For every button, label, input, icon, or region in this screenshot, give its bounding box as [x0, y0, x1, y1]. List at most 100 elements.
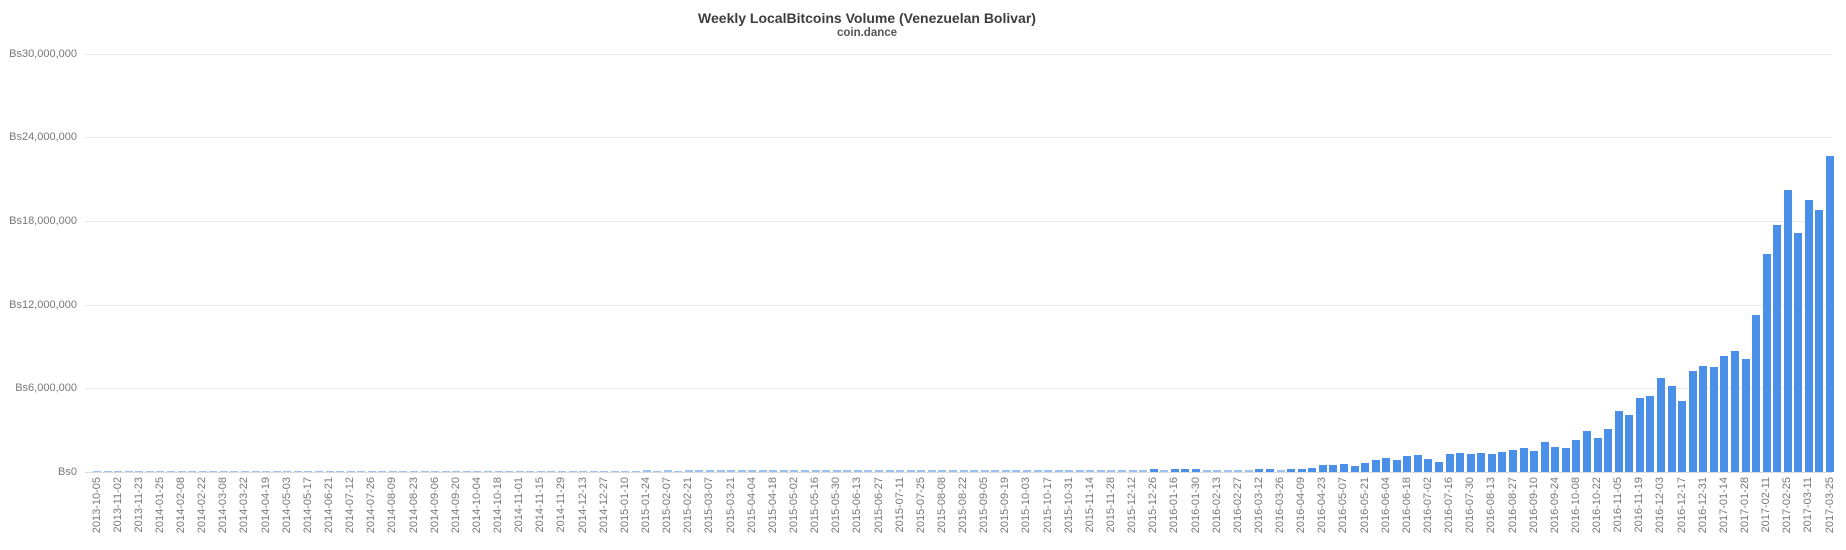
bar[interactable] [230, 471, 239, 472]
bar[interactable] [1213, 470, 1222, 472]
bar[interactable] [959, 470, 968, 472]
bar[interactable] [1561, 448, 1570, 472]
bar[interactable] [1614, 411, 1623, 472]
bar[interactable] [314, 471, 323, 472]
bar[interactable] [1498, 452, 1507, 472]
bar[interactable] [103, 471, 112, 472]
bar[interactable] [515, 471, 524, 472]
bar[interactable] [1139, 470, 1148, 472]
bar[interactable] [357, 471, 366, 472]
bar[interactable] [484, 471, 492, 472]
bar[interactable] [167, 471, 175, 472]
bar[interactable] [410, 471, 418, 472]
bar[interactable] [769, 470, 778, 472]
bar[interactable] [1329, 465, 1338, 472]
bar[interactable] [473, 471, 482, 472]
bar[interactable] [1297, 469, 1306, 472]
bar[interactable] [980, 470, 989, 472]
bar[interactable] [631, 471, 640, 472]
bar[interactable] [1413, 455, 1422, 472]
bar[interactable] [547, 471, 556, 472]
bar[interactable] [843, 470, 852, 472]
bar[interactable] [114, 471, 123, 472]
bar[interactable] [1276, 470, 1285, 472]
bar[interactable] [1382, 458, 1391, 472]
bar[interactable] [1223, 470, 1232, 472]
bar[interactable] [1699, 366, 1708, 472]
bar[interactable] [1086, 470, 1095, 472]
bar[interactable] [272, 471, 281, 472]
bar[interactable] [1530, 451, 1539, 472]
bar[interactable] [1160, 470, 1169, 472]
bar[interactable] [1170, 469, 1179, 472]
bar[interactable] [557, 471, 566, 472]
bar[interactable] [1466, 454, 1475, 472]
bar[interactable] [1709, 367, 1718, 472]
bar[interactable] [1593, 438, 1602, 472]
bar[interactable] [124, 471, 133, 472]
bar[interactable] [452, 471, 461, 472]
bar[interactable] [1815, 210, 1824, 472]
bar[interactable] [378, 471, 387, 472]
bar[interactable] [1487, 454, 1496, 472]
bar[interactable] [1022, 470, 1031, 472]
bar[interactable] [938, 470, 947, 472]
bar[interactable] [1540, 442, 1549, 472]
bar[interactable] [1181, 469, 1190, 472]
bar[interactable] [1096, 470, 1105, 472]
bar[interactable] [198, 471, 207, 472]
bar[interactable] [1118, 470, 1126, 472]
bar[interactable] [1128, 470, 1137, 472]
bar[interactable] [1001, 470, 1010, 472]
bar[interactable] [1371, 460, 1380, 472]
bar[interactable] [526, 471, 535, 472]
bar[interactable] [600, 471, 609, 472]
bar[interactable] [293, 471, 302, 472]
bar[interactable] [1635, 398, 1644, 472]
bar[interactable] [188, 471, 197, 472]
bar[interactable] [1678, 401, 1686, 472]
bar[interactable] [748, 470, 757, 472]
bar[interactable] [1308, 468, 1317, 472]
bar[interactable] [1339, 464, 1348, 472]
bar[interactable] [1826, 156, 1834, 472]
bar[interactable] [388, 471, 397, 472]
bar[interactable] [864, 470, 873, 472]
bar[interactable] [705, 470, 714, 472]
bar[interactable] [790, 470, 799, 472]
bar[interactable] [737, 470, 746, 472]
bar[interactable] [1361, 463, 1369, 472]
bar[interactable] [325, 471, 334, 472]
bar[interactable] [441, 471, 450, 472]
bar[interactable] [1318, 465, 1327, 472]
bar[interactable] [1255, 469, 1264, 472]
bar[interactable] [875, 470, 883, 472]
bar[interactable] [896, 470, 905, 472]
bar[interactable] [1477, 453, 1486, 472]
bar[interactable] [579, 471, 588, 472]
bar[interactable] [1054, 470, 1063, 472]
bar[interactable] [1646, 396, 1655, 472]
bar[interactable] [970, 470, 979, 472]
bar[interactable] [1509, 450, 1517, 472]
bar[interactable] [1244, 470, 1253, 472]
bar[interactable] [346, 471, 355, 472]
bar[interactable] [494, 471, 503, 472]
bar[interactable] [610, 471, 619, 472]
bar[interactable] [1625, 415, 1634, 472]
bar[interactable] [653, 471, 662, 472]
bar[interactable] [1519, 448, 1528, 472]
bar[interactable] [801, 470, 809, 472]
bar[interactable] [240, 471, 249, 472]
bar[interactable] [251, 471, 260, 472]
bar[interactable] [674, 471, 683, 472]
bar[interactable] [1149, 469, 1158, 472]
bar[interactable] [431, 471, 440, 472]
bar[interactable] [927, 470, 936, 472]
bar[interactable] [1107, 470, 1116, 472]
bar[interactable] [716, 470, 725, 472]
bar[interactable] [156, 471, 165, 472]
bar[interactable] [536, 471, 545, 472]
bar[interactable] [505, 471, 514, 472]
bar[interactable] [177, 471, 186, 472]
